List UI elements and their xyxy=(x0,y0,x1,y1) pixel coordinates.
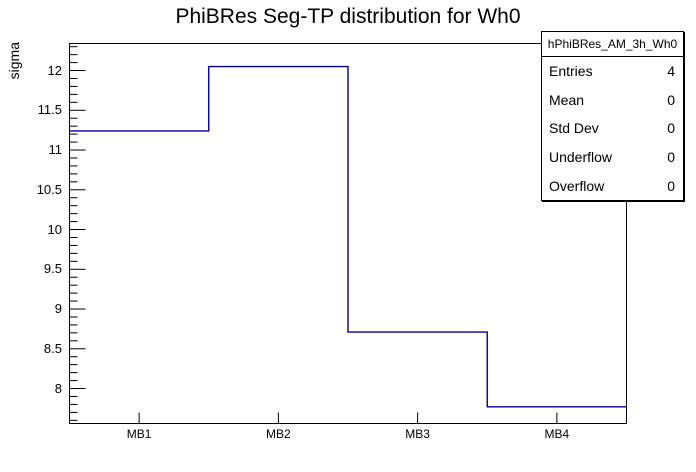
stats-row-value: 0 xyxy=(667,91,675,108)
stats-row-label: Entries xyxy=(549,63,593,80)
chart-title: PhiBRes Seg-TP distribution for Wh0 xyxy=(175,5,521,28)
x-tick-label: MB4 xyxy=(544,427,570,441)
stats-row: Std Dev 0 xyxy=(542,114,683,143)
stats-box-title: hPhiBRes_AM_3h_Wh0 xyxy=(542,32,683,57)
stats-row: Overflow 0 xyxy=(542,171,683,200)
stats-row-value: 0 xyxy=(667,149,675,166)
histogram-line xyxy=(69,65,627,408)
y-tick-label: 10 xyxy=(47,221,62,237)
y-tick-label: 11 xyxy=(48,142,63,158)
y-tick-label: 8 xyxy=(54,380,62,396)
y-tick-label: 9 xyxy=(54,301,62,317)
stats-box: hPhiBRes_AM_3h_Wh0 Entries 4 Mean 0 Std Dev 0… xyxy=(541,31,684,201)
stats-row: Entries 4 xyxy=(542,57,683,86)
x-tick-label: MB2 xyxy=(266,427,291,441)
stats-row-label: Mean xyxy=(549,91,585,108)
stats-row-value: 4 xyxy=(667,63,675,80)
stats-row-value: 0 xyxy=(667,120,675,137)
x-tick-label: MB3 xyxy=(405,427,430,441)
plot-frame xyxy=(69,43,627,424)
stats-row-label: Std Dev xyxy=(549,120,599,137)
y-tick-label: 9.5 xyxy=(43,261,62,277)
x-tick-label: MB1 xyxy=(126,427,152,441)
stats-row-label: Overflow xyxy=(549,177,605,194)
y-tick-label: 11.5 xyxy=(37,102,62,118)
stats-box-rows: Entries 4 Mean 0 Std Dev 0 Underflow 0 Overflow 0 xyxy=(542,57,683,200)
y-tick-label: 12 xyxy=(47,62,62,78)
y-tick-label: 8.5 xyxy=(43,340,62,356)
stats-row: Underflow 0 xyxy=(542,143,683,172)
y-tick-label: 10.5 xyxy=(36,181,62,197)
stats-row-value: 0 xyxy=(667,177,675,194)
stats-row: Mean 0 xyxy=(542,86,683,115)
stats-row-label: Underflow xyxy=(549,149,613,166)
